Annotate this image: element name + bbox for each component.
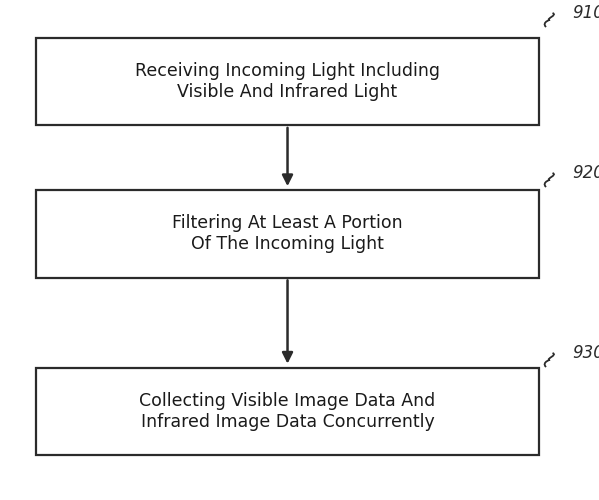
Text: 930: 930 [572, 344, 599, 362]
FancyBboxPatch shape [36, 190, 539, 278]
Text: Filtering At Least A Portion
Of The Incoming Light: Filtering At Least A Portion Of The Inco… [172, 214, 403, 253]
Text: 910: 910 [572, 4, 599, 22]
Text: Collecting Visible Image Data And
Infrared Image Data Concurrently: Collecting Visible Image Data And Infrar… [140, 392, 435, 430]
Text: Receiving Incoming Light Including
Visible And Infrared Light: Receiving Incoming Light Including Visib… [135, 62, 440, 100]
Text: 920: 920 [572, 164, 599, 182]
FancyBboxPatch shape [36, 38, 539, 125]
FancyBboxPatch shape [36, 368, 539, 455]
